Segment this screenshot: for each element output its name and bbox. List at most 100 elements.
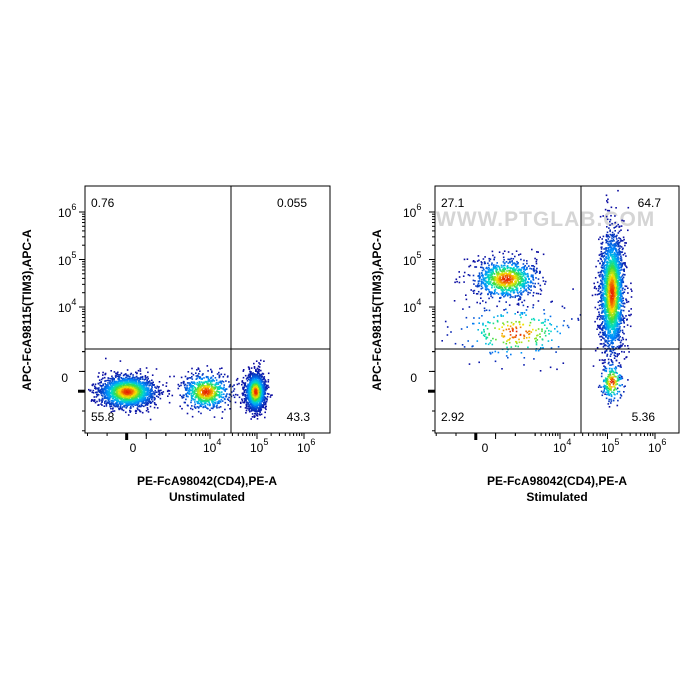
event-point [257, 383, 259, 385]
event-point [225, 380, 227, 382]
event-point [247, 385, 250, 387]
event-point [229, 408, 231, 410]
event-point [257, 381, 259, 383]
event-point [494, 278, 497, 280]
event-point [202, 381, 205, 384]
event-point [500, 282, 503, 284]
event-point [212, 387, 215, 389]
event-point [495, 268, 498, 270]
event-point [201, 402, 203, 405]
event-point [201, 396, 203, 398]
event-point [147, 400, 150, 403]
event-point [263, 393, 265, 396]
event-point [502, 275, 505, 278]
event-point [116, 394, 119, 397]
event-point [250, 391, 253, 394]
event-point [262, 378, 264, 381]
event-point [244, 400, 246, 402]
event-point [484, 285, 487, 287]
event-point [463, 258, 466, 261]
event-point [504, 294, 506, 297]
event-point [253, 375, 255, 378]
event-point [207, 403, 209, 406]
event-point [233, 396, 236, 399]
event-point [266, 397, 268, 400]
event-point [512, 296, 514, 298]
event-point [202, 390, 204, 393]
event-point [251, 413, 254, 415]
event-point [210, 386, 213, 389]
event-point [258, 380, 261, 383]
event-point [120, 400, 122, 402]
event-point [196, 381, 199, 384]
event-point [505, 293, 507, 296]
event-point [123, 394, 125, 396]
event-point [209, 382, 212, 384]
event-point [495, 280, 498, 282]
event-point [477, 284, 479, 287]
event-point [147, 377, 149, 380]
event-point [483, 278, 486, 280]
event-point [133, 382, 136, 384]
event-point [522, 263, 525, 265]
event-point [111, 379, 114, 382]
event-point [497, 271, 500, 273]
event-point [502, 293, 504, 296]
event-point [188, 388, 191, 391]
event-point [144, 389, 147, 392]
event-point [254, 387, 256, 390]
event-point [149, 392, 152, 394]
event-point [190, 407, 192, 410]
event-point [118, 374, 120, 376]
event-point [188, 390, 190, 392]
event-point [113, 393, 116, 396]
points-1 [88, 357, 273, 421]
event-point [510, 295, 512, 298]
event-point [531, 265, 533, 267]
event-point [508, 283, 510, 285]
event-point [508, 266, 510, 269]
event-point [228, 381, 230, 383]
event-point [109, 395, 111, 397]
event-point [146, 379, 148, 381]
event-point [150, 397, 152, 399]
event-point [253, 409, 255, 412]
event-point [520, 276, 522, 279]
event-point [118, 396, 120, 398]
event-point [518, 276, 520, 278]
event-point [133, 393, 136, 395]
event-point [107, 379, 109, 382]
event-point [144, 376, 147, 378]
event-point [142, 383, 145, 386]
event-point [144, 404, 147, 407]
event-point [259, 388, 261, 390]
event-point [156, 395, 158, 397]
event-point [500, 279, 503, 281]
event-point [121, 397, 124, 399]
event-point [189, 377, 191, 379]
event-point [139, 378, 142, 380]
event-point [253, 367, 256, 369]
event-point [259, 382, 262, 385]
event-point [502, 261, 505, 263]
event-point [255, 392, 257, 394]
event-point [521, 277, 524, 280]
event-point [97, 393, 100, 396]
event-point [169, 375, 171, 378]
event-point [475, 293, 478, 295]
event-point [530, 280, 532, 282]
event-point [479, 293, 482, 296]
event-point [206, 387, 209, 390]
event-point [519, 268, 522, 271]
event-point [144, 383, 147, 386]
event-point [129, 375, 131, 378]
event-point [137, 369, 140, 372]
event-point [483, 262, 486, 265]
event-point [475, 285, 477, 287]
event-point [96, 394, 99, 397]
event-point [112, 393, 114, 395]
event-point [110, 405, 113, 407]
event-point [242, 381, 244, 384]
event-point [258, 413, 260, 416]
event-point [134, 378, 136, 381]
